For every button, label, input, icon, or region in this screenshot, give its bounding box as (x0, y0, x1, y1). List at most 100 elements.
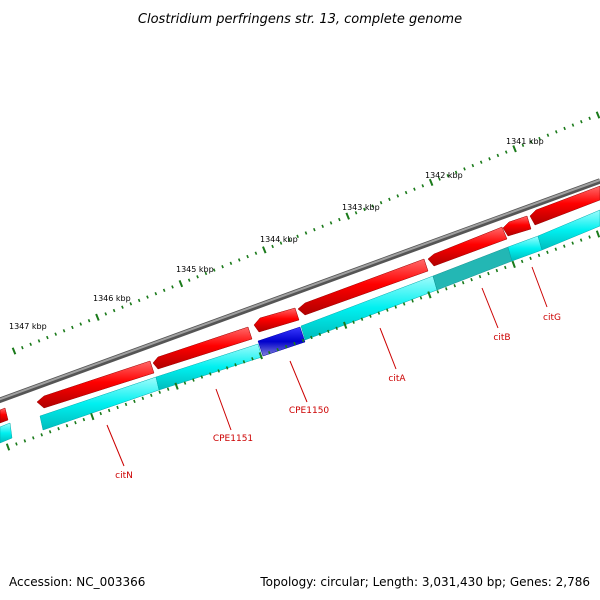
minor-tick (495, 268, 499, 273)
minor-tick (352, 320, 355, 324)
minor-tick (196, 275, 199, 279)
kbp-labels: 1341 kbp 1342 kbp 1343 kbp 1344 kbp 1345… (9, 137, 544, 331)
minor-tick (379, 200, 383, 205)
minor-tick (404, 190, 408, 195)
minor-tick (121, 305, 124, 309)
minor-tick (133, 399, 136, 404)
minor-tick (200, 375, 204, 379)
minor-tick (187, 278, 191, 282)
major-tick (11, 347, 17, 355)
forward-cds-5[interactable] (427, 226, 508, 267)
gene-label-CPE1150[interactable]: CPE1150 (289, 406, 330, 416)
minor-tick (563, 244, 566, 248)
minor-tick (204, 271, 208, 276)
minor-tick (470, 277, 473, 282)
minor-tick (471, 163, 475, 168)
minor-tick (154, 291, 158, 296)
minor-tick (571, 241, 574, 245)
major-tick (178, 279, 184, 288)
major-tick (595, 230, 600, 238)
minor-tick (335, 326, 338, 331)
major-tick (262, 246, 267, 254)
minor-tick (212, 268, 216, 272)
minor-tick (268, 350, 271, 355)
gene-label-citN[interactable]: citN (115, 471, 133, 481)
minor-tick (246, 254, 249, 259)
gene-label-citB[interactable]: citB (493, 333, 510, 343)
forward-cds-2[interactable] (152, 326, 253, 370)
kbp-label: 1347 kbp (9, 322, 47, 331)
forward-cds-edge[interactable] (0, 407, 9, 424)
minor-tick (141, 396, 145, 400)
major-tick (427, 291, 432, 299)
inner-tick-ruler (5, 230, 600, 451)
minor-tick (463, 167, 466, 171)
minor-tick (99, 411, 102, 416)
minor-tick (279, 241, 283, 245)
minor-tick (538, 136, 541, 141)
minor-tick (251, 357, 254, 361)
minor-tick (48, 430, 52, 434)
minor-tick (221, 265, 224, 269)
minor-tick (529, 256, 532, 261)
major-tick (343, 321, 348, 329)
minor-tick (461, 281, 465, 285)
kbp-label: 1344 kbp (260, 235, 298, 244)
minor-tick (377, 311, 381, 315)
minor-tick (79, 322, 83, 326)
reverse-cds-citG[interactable] (507, 235, 543, 262)
minor-tick (62, 329, 66, 333)
major-tick (5, 443, 11, 451)
minor-tick (293, 341, 296, 346)
minor-tick (254, 251, 258, 255)
minor-tick (23, 439, 27, 443)
minor-tick (116, 405, 119, 410)
forward-cds-1[interactable] (36, 360, 155, 409)
minor-tick (321, 224, 324, 228)
gene-label-citA[interactable]: citA (388, 374, 406, 384)
forward-strand-track (0, 185, 600, 424)
minor-tick (209, 372, 212, 376)
minor-tick (537, 253, 541, 257)
minor-tick (46, 335, 49, 340)
minor-tick (446, 173, 450, 178)
minor-tick (229, 261, 233, 266)
minor-tick (171, 285, 174, 289)
minor-tick (310, 335, 313, 340)
reverse-cds-left[interactable] (0, 422, 13, 444)
minor-tick (318, 332, 322, 337)
minor-tick (421, 184, 425, 188)
gene-label-citG[interactable]: citG (543, 313, 561, 323)
minor-tick (82, 417, 86, 422)
forward-cds-4[interactable] (297, 258, 429, 316)
reverse-cds-CPE1150[interactable] (257, 326, 306, 357)
minor-tick (129, 302, 133, 306)
minor-tick (554, 247, 558, 251)
minor-tick (112, 308, 116, 313)
kbp-label: 1342 kbp (425, 171, 463, 180)
minor-tick (588, 235, 591, 239)
minor-tick (225, 366, 229, 370)
minor-tick (479, 160, 483, 164)
minor-tick (445, 287, 448, 291)
minor-tick (284, 344, 288, 349)
gene-label-CPE1151[interactable]: CPE1151 (213, 434, 253, 444)
leader-line-CPE1150 (289, 360, 308, 403)
minor-tick (234, 363, 237, 367)
minor-tick (588, 116, 591, 121)
forward-cds-6[interactable] (502, 215, 532, 237)
forward-cds-3[interactable] (253, 307, 300, 333)
minor-tick (520, 259, 524, 264)
reverse-cds-right[interactable] (537, 209, 600, 251)
minor-tick (57, 427, 60, 431)
outer-tick-ruler (11, 111, 600, 355)
minor-tick (496, 153, 500, 158)
minor-tick (580, 120, 583, 124)
forward-cds-7[interactable] (529, 185, 600, 226)
leader-line-CPE1151 (215, 388, 232, 431)
minor-tick (329, 221, 333, 225)
minor-tick (29, 342, 32, 346)
minor-tick (396, 194, 400, 198)
minor-tick (146, 295, 149, 299)
minor-tick (488, 157, 491, 161)
